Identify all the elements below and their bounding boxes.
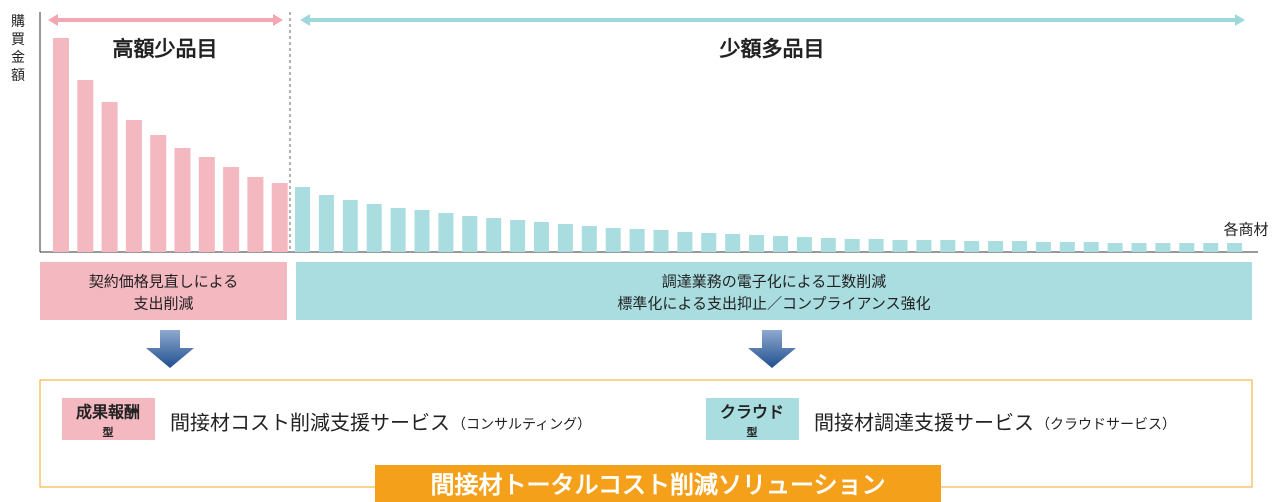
service-tag	[62, 398, 155, 440]
bar	[150, 135, 167, 252]
effect-text: 調達業務の電子化による工数削減	[662, 273, 887, 291]
bar	[964, 241, 980, 252]
service-tag-text: クラウド	[720, 403, 784, 422]
bar	[773, 236, 788, 252]
y-label-char: 買	[11, 32, 25, 48]
effect-box	[296, 262, 1252, 320]
bar	[1155, 243, 1171, 252]
bar	[198, 157, 215, 252]
bar	[844, 239, 860, 252]
bar	[557, 224, 573, 252]
bar	[605, 228, 621, 252]
bar	[510, 220, 526, 252]
bar	[342, 200, 358, 252]
solution-banner	[375, 465, 941, 502]
bar	[916, 240, 932, 252]
down-arrow	[146, 330, 194, 368]
bar	[366, 204, 382, 252]
down-arrow	[748, 330, 796, 368]
bar	[534, 222, 549, 252]
bar	[1107, 243, 1123, 252]
bar	[940, 240, 956, 252]
bar	[677, 232, 693, 252]
bar	[53, 38, 69, 252]
bar	[77, 80, 94, 252]
bar	[223, 167, 240, 252]
effect-box	[40, 262, 287, 320]
y-label-char: 購	[11, 14, 25, 30]
service-note: （クラウドサービス）	[1036, 417, 1176, 433]
effect-text: 標準化による支出抑止／コンプライアンス強化	[617, 295, 930, 313]
range-arrow	[48, 14, 283, 26]
bar	[101, 102, 118, 252]
service-tag-text: 成果報酬	[76, 403, 140, 422]
effect-text: 支出削減	[133, 295, 193, 313]
bar	[1131, 243, 1147, 252]
service-name: 間接材コスト削減支援サービス	[170, 411, 450, 435]
y-label-char: 額	[11, 68, 25, 84]
bar	[1059, 242, 1075, 252]
bar	[988, 241, 1004, 252]
bar	[295, 187, 310, 252]
service-tag-sub: 型	[747, 425, 758, 439]
bar	[1035, 242, 1051, 252]
bar	[581, 226, 597, 252]
bar	[486, 218, 502, 252]
group-label: 高額少品目	[113, 37, 218, 61]
service-name: 間接材調達支援サービス	[814, 411, 1034, 435]
service-note: （コンサルティング）	[452, 417, 591, 433]
bar	[438, 213, 454, 252]
bar	[1227, 243, 1243, 252]
group-label: 少額多品目	[719, 37, 825, 61]
effect-text: 契約価格見直しによる	[89, 273, 239, 291]
y-label-char: 金	[11, 50, 25, 66]
bar	[749, 235, 765, 252]
bar	[1083, 242, 1099, 252]
bar	[653, 230, 669, 252]
bar	[1203, 243, 1219, 252]
bar	[701, 233, 717, 252]
bar	[629, 229, 645, 252]
bar	[390, 208, 406, 252]
bar	[318, 195, 334, 252]
bar	[1012, 241, 1027, 252]
bar	[796, 237, 812, 252]
bar	[1179, 243, 1195, 252]
bar	[462, 216, 478, 252]
service-tag	[706, 398, 799, 440]
solution-title: 間接材トータルコスト削減ソリューション	[430, 471, 885, 499]
bar	[414, 210, 430, 252]
bar	[820, 238, 836, 252]
range-arrow	[300, 14, 1245, 26]
bar	[868, 239, 884, 252]
bar	[725, 234, 741, 252]
bar	[174, 148, 191, 252]
service-tag-sub: 型	[103, 425, 114, 439]
bar	[125, 120, 142, 252]
bar	[892, 240, 908, 252]
x-label: 各商材	[1223, 221, 1268, 239]
bar	[271, 183, 288, 252]
bar	[247, 177, 264, 252]
